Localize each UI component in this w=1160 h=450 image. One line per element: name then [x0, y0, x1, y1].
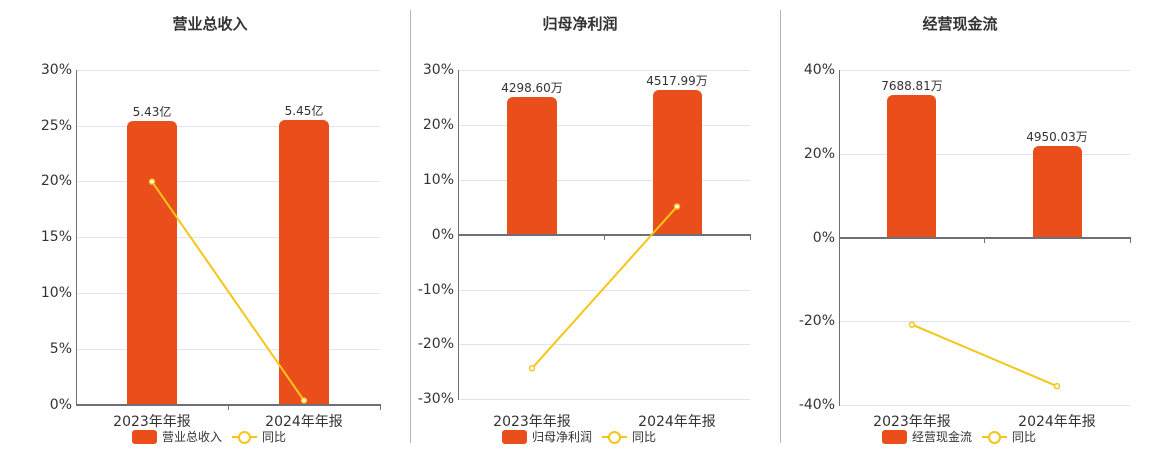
- x-tick-label: 2024年年报: [265, 414, 343, 430]
- x-tick: [984, 238, 985, 243]
- y-tick-label: 0%: [812, 230, 835, 246]
- legend-bar-label[interactable]: 归母净利润: [532, 430, 593, 444]
- y-axis: [76, 70, 77, 406]
- bar-2023[interactable]: [507, 97, 557, 235]
- yoy-point-marker[interactable]: [1053, 382, 1061, 390]
- line-legend-marker-icon[interactable]: [232, 430, 258, 444]
- bar-value-label: 7688.81万: [881, 79, 943, 93]
- legend-bar-label[interactable]: 营业总收入: [162, 430, 223, 444]
- x-tick: [380, 405, 381, 410]
- bar-value-label: 4517.99万: [646, 74, 708, 88]
- y-tick-label: 30%: [40, 62, 72, 78]
- chart-title: 经营现金流: [922, 15, 998, 33]
- y-tick-label: 25%: [40, 118, 72, 134]
- line-legend-marker-icon[interactable]: [982, 430, 1008, 444]
- y-tick-label: -10%: [417, 282, 454, 298]
- gridline: [76, 126, 380, 127]
- yoy-point-marker[interactable]: [908, 321, 916, 328]
- yoy-point-marker[interactable]: [528, 365, 536, 372]
- bar-legend-swatch-icon[interactable]: [502, 429, 527, 444]
- gridline: [458, 290, 750, 291]
- x-tick: [228, 405, 229, 410]
- x-tick-label: 2024年年报: [638, 414, 716, 430]
- y-tick-label: 30%: [422, 62, 454, 78]
- x-tick: [604, 235, 605, 240]
- gridline: [458, 399, 750, 400]
- bar-value-label: 5.43亿: [132, 105, 172, 119]
- legend: 经营现金流 同比: [882, 428, 1036, 445]
- x-tick-label: 2024年年报: [1018, 414, 1096, 430]
- x-axis: [839, 237, 1131, 239]
- gridline: [76, 181, 380, 182]
- bar-value-label: 5.45亿: [284, 104, 324, 118]
- bar-2024[interactable]: [653, 90, 702, 235]
- bar-2024[interactable]: [1033, 146, 1082, 238]
- gridline: [458, 344, 750, 345]
- y-tick-label: -20%: [417, 336, 454, 352]
- bar-legend-swatch-icon[interactable]: [132, 429, 157, 444]
- gridline: [458, 125, 750, 126]
- y-tick-label: 0%: [49, 397, 72, 413]
- y-tick-label: 20%: [803, 146, 835, 162]
- legend-line-label[interactable]: 同比: [1012, 430, 1037, 444]
- panel-separator: [410, 10, 411, 443]
- gridline: [76, 237, 380, 238]
- legend-line-label[interactable]: 同比: [262, 430, 287, 444]
- bar-value-label: 4298.60万: [501, 81, 563, 95]
- y-tick-label: -20%: [798, 313, 835, 329]
- bar-2023[interactable]: [887, 95, 936, 238]
- chart-title: 营业总收入: [172, 15, 248, 33]
- chart-title: 归母净利润: [542, 15, 618, 33]
- line-legend-marker-icon[interactable]: [602, 430, 628, 444]
- gridline: [839, 405, 1130, 406]
- y-tick-label: 5%: [49, 341, 72, 357]
- y-tick-label: 20%: [40, 173, 72, 189]
- y-tick-label: 20%: [422, 117, 454, 133]
- y-tick-label: 10%: [40, 285, 72, 301]
- bar-value-label: 4950.03万: [1026, 130, 1088, 144]
- bar-legend-swatch-icon[interactable]: [882, 429, 907, 444]
- legend-bar-label[interactable]: 经营现金流: [912, 430, 973, 444]
- gridline: [76, 70, 380, 71]
- gridline: [839, 70, 1130, 71]
- panel-separator: [780, 10, 781, 443]
- legend-line-label[interactable]: 同比: [632, 430, 657, 444]
- y-tick-label: 10%: [422, 172, 454, 188]
- x-tick-label: 2023年年报: [493, 414, 571, 430]
- y-tick-label: 0%: [431, 227, 454, 243]
- gridline: [458, 70, 750, 71]
- y-tick-label: 15%: [40, 229, 72, 245]
- y-tick-label: -40%: [798, 397, 835, 413]
- gridline: [839, 321, 1130, 322]
- x-tick-label: 2023年年报: [873, 414, 951, 430]
- gridline: [839, 154, 1130, 155]
- gridline: [76, 349, 380, 350]
- bar-2024[interactable]: [279, 120, 329, 405]
- legend: 归母净利润 同比: [502, 428, 656, 445]
- gridline: [458, 180, 750, 181]
- gridline: [76, 293, 380, 294]
- y-tick-label: -30%: [417, 391, 454, 407]
- x-tick-label: 2023年年报: [113, 414, 191, 430]
- bar-2023[interactable]: [127, 121, 177, 405]
- x-tick: [750, 235, 751, 240]
- x-tick: [1130, 238, 1131, 243]
- legend: 营业总收入 同比: [132, 428, 286, 445]
- y-tick-label: 40%: [803, 62, 835, 78]
- yoy-line-cashflow[interactable]: [908, 321, 1061, 390]
